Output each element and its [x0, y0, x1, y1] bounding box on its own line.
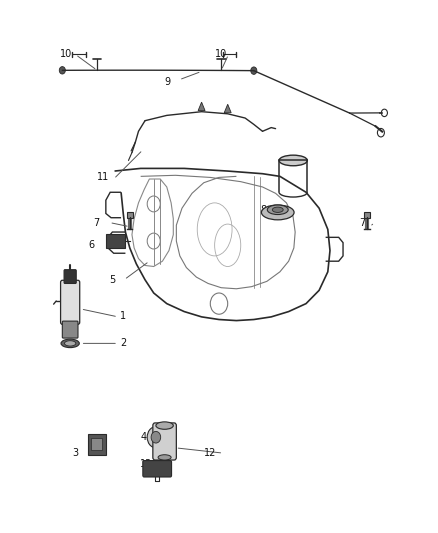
Text: 7: 7	[93, 218, 99, 228]
FancyBboxPatch shape	[88, 434, 106, 455]
Ellipse shape	[61, 339, 79, 348]
Polygon shape	[224, 104, 231, 113]
Text: 10: 10	[215, 50, 227, 59]
FancyBboxPatch shape	[92, 438, 102, 450]
Circle shape	[151, 431, 161, 443]
Ellipse shape	[64, 341, 76, 346]
Ellipse shape	[158, 455, 171, 460]
Text: 3: 3	[72, 448, 78, 458]
Text: 10: 10	[60, 50, 72, 59]
FancyBboxPatch shape	[62, 321, 78, 338]
Circle shape	[59, 67, 65, 74]
Text: 12: 12	[204, 448, 216, 458]
FancyBboxPatch shape	[106, 233, 125, 248]
Circle shape	[147, 426, 165, 448]
FancyBboxPatch shape	[153, 423, 177, 460]
Text: 5: 5	[110, 274, 116, 285]
Polygon shape	[198, 102, 205, 111]
Ellipse shape	[279, 155, 307, 166]
Text: 8: 8	[261, 205, 267, 215]
Text: 1: 1	[120, 311, 126, 321]
Text: 7: 7	[360, 218, 366, 228]
FancyBboxPatch shape	[364, 212, 370, 218]
Ellipse shape	[272, 207, 283, 213]
FancyBboxPatch shape	[64, 270, 76, 284]
Ellipse shape	[261, 205, 294, 220]
Text: 4: 4	[141, 432, 147, 442]
Ellipse shape	[156, 422, 173, 429]
Text: 9: 9	[165, 77, 171, 87]
Text: 13: 13	[140, 459, 152, 469]
Text: 11: 11	[97, 172, 110, 182]
FancyBboxPatch shape	[60, 280, 80, 324]
Circle shape	[251, 67, 257, 75]
Ellipse shape	[267, 205, 288, 215]
Text: 6: 6	[88, 240, 95, 251]
FancyBboxPatch shape	[127, 212, 133, 218]
Text: 2: 2	[120, 338, 126, 349]
FancyBboxPatch shape	[143, 461, 172, 477]
